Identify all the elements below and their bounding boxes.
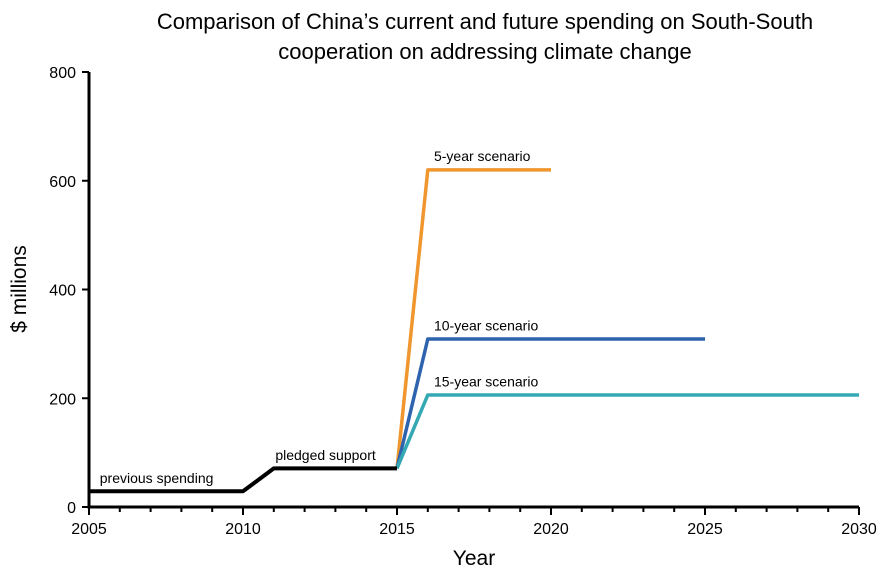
- annotation-label: 15-year scenario: [434, 373, 538, 389]
- annotation-layer: previous spending pledged support 5-year s…: [100, 148, 539, 486]
- x-tick-label: 2025: [687, 521, 723, 538]
- annotation-label: previous spending: [100, 470, 214, 486]
- series-layer: [89, 168, 859, 494]
- annotation-label: 5-year scenario: [434, 148, 531, 164]
- axes: 0 200 400 600 800 2005 2010 2015 2020 2025 2030: [49, 65, 877, 538]
- y-tick-label: 600: [49, 174, 76, 191]
- y-tick-label: 0: [67, 500, 76, 517]
- series-line-scenario-3: [395, 393, 859, 470]
- x-axis-title: Year: [453, 547, 495, 568]
- y-tick-label: 800: [49, 65, 76, 82]
- series-line-scenario-2: [395, 337, 705, 469]
- x-tick-label: 2030: [841, 521, 877, 538]
- annotation-label: pledged support: [275, 447, 376, 463]
- series-line-spending: [89, 466, 397, 494]
- x-tick-label: 2020: [533, 521, 569, 538]
- y-axis-title: $ millions: [8, 245, 31, 333]
- series-line-scenario-1: [395, 168, 551, 469]
- y-tick-label: 200: [49, 391, 76, 408]
- chart-title-line-2: cooperation on addressing climate change: [278, 39, 691, 64]
- y-tick-label: 400: [49, 283, 76, 300]
- x-tick-label: 2010: [225, 521, 261, 538]
- chart-title-line-1: Comparison of China’s current and future…: [157, 9, 813, 34]
- x-tick-label: 2005: [71, 521, 107, 538]
- x-tick-label: 2015: [379, 521, 415, 538]
- annotation-label: 10-year scenario: [434, 317, 538, 333]
